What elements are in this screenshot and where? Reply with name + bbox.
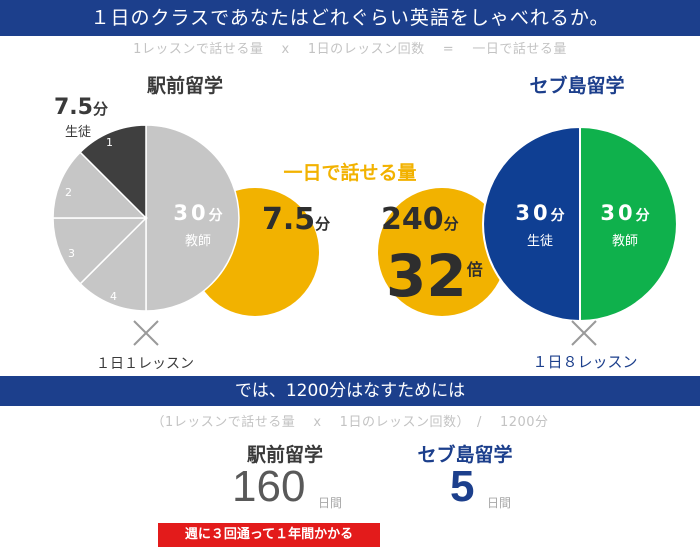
- left-daily-amount: 7.5分: [262, 202, 331, 237]
- left-teacher-label: 教師: [184, 234, 211, 249]
- header-title: １日のクラスであなたはどれぐらい英語をしゃべれるか。: [0, 0, 700, 36]
- right-lessons-per-day: １日８レッスン: [532, 353, 638, 371]
- section2-left-unit: 日間: [318, 496, 343, 510]
- slice-label-2: 2: [65, 186, 72, 199]
- right-x-mark: [571, 320, 597, 346]
- pie-slice-1: [79, 124, 147, 220]
- right-teacher-label: 教師: [611, 234, 638, 249]
- pie-slice-2: [52, 151, 148, 219]
- section2-note: 週に３回通って１年間かかる: [158, 523, 380, 547]
- pie-slice-teacher: [579, 125, 678, 323]
- section2-formula: （1レッスンで話せる量 x 1日のレッスン回数） / 1200分: [151, 415, 549, 430]
- section2-title: では、1200分はなすためには: [0, 376, 700, 406]
- slice-label-3: 3: [68, 247, 75, 260]
- right-student-value: 30分: [515, 201, 565, 225]
- pie-slice-3: [52, 217, 148, 285]
- section2-right-unit: 日間: [487, 496, 512, 510]
- center-caption: 一日で話せる量: [283, 162, 417, 184]
- section2-left-label: 駅前留学: [246, 444, 323, 466]
- right-pie-chart: [482, 125, 678, 323]
- left-chart-title: 駅前留学: [146, 75, 223, 97]
- right-daily-amount: 240分: [381, 202, 459, 237]
- left-student-label: 生徒: [65, 125, 92, 140]
- section2-right-value: 5: [450, 462, 475, 511]
- header-formula: 1レッスンで話せる量 x 1日のレッスン回数 = 一日で話せる量: [133, 42, 567, 57]
- slice-label-4: 4: [110, 290, 117, 303]
- section2-left-value: 160: [232, 462, 306, 511]
- left-teacher-value: 30分: [173, 201, 223, 225]
- multiplier: 32倍: [386, 242, 483, 310]
- right-yellow-circle: [378, 188, 506, 316]
- pie-slice-4: [79, 216, 147, 312]
- right-teacher-value: 30分: [600, 201, 650, 225]
- left-lessons-per-day: １日１レッスン: [96, 356, 194, 372]
- pie-slice-student: [482, 125, 581, 323]
- left-student-value: 7.5分: [54, 95, 108, 120]
- pie-slice-teacher: [145, 124, 240, 312]
- left-x-mark: [133, 320, 159, 346]
- left-pie-chart: [52, 124, 240, 312]
- section2-right-label: セブ島留学: [417, 444, 513, 466]
- right-student-label: 生徒: [526, 234, 553, 249]
- right-chart-title: セブ島留学: [529, 75, 625, 97]
- slice-label-1: 1: [106, 136, 113, 149]
